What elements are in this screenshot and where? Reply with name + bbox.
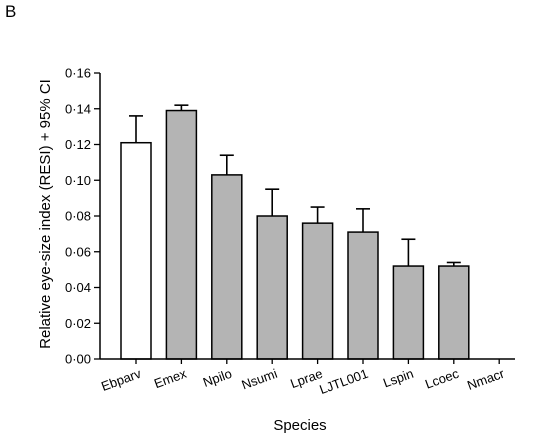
x-tick-label-Nsumi: Nsumi — [239, 366, 279, 393]
x-tick-label-Npilo: Npilo — [201, 366, 234, 390]
bar-Lprae — [301, 222, 334, 360]
x-tick-label-Ebparv: Ebparv — [99, 366, 143, 394]
y-axis-title: Relative eye-size index (RESI) + 95% CI — [37, 79, 54, 349]
bar-Npilo — [211, 174, 243, 360]
bar-LJTL001 — [347, 231, 379, 360]
y-tick-label: 0·14 — [65, 101, 91, 116]
y-tick-label: 0·08 — [65, 209, 91, 224]
x-axis-title: Species — [273, 417, 326, 434]
y-tick-label: 0·02 — [65, 316, 91, 331]
bar-Lspin — [392, 265, 425, 360]
y-tick-label: 0·04 — [65, 280, 91, 295]
error-bars-group — [129, 104, 461, 267]
x-tick-label-LJTL001: LJTL001 — [317, 366, 370, 397]
bars-group — [120, 109, 470, 360]
x-tick-label-Emex: Emex — [152, 366, 189, 392]
x-tick-label-Lspin: Lspin — [381, 366, 415, 391]
x-tick-label-Lcoec: Lcoec — [423, 366, 461, 392]
y-tick-label: 0·10 — [65, 173, 91, 188]
panel-label: B — [5, 2, 17, 21]
y-tick-label: 0·16 — [65, 66, 91, 81]
y-tick-label: 0·00 — [65, 352, 91, 367]
bar-Nsumi — [256, 215, 288, 360]
y-tick-label: 0·06 — [65, 244, 91, 259]
bar-Lcoec — [438, 265, 470, 360]
bar-Emex — [165, 109, 198, 360]
bar-Ebparv — [120, 141, 152, 360]
x-tick-label-Nmacr: Nmacr — [465, 365, 507, 392]
y-axis: 0·00 0·02 0·04 0·06 0·08 0·10 0·12 0·14 0·16 — [65, 66, 101, 367]
y-tick-label: 0·12 — [65, 137, 91, 152]
